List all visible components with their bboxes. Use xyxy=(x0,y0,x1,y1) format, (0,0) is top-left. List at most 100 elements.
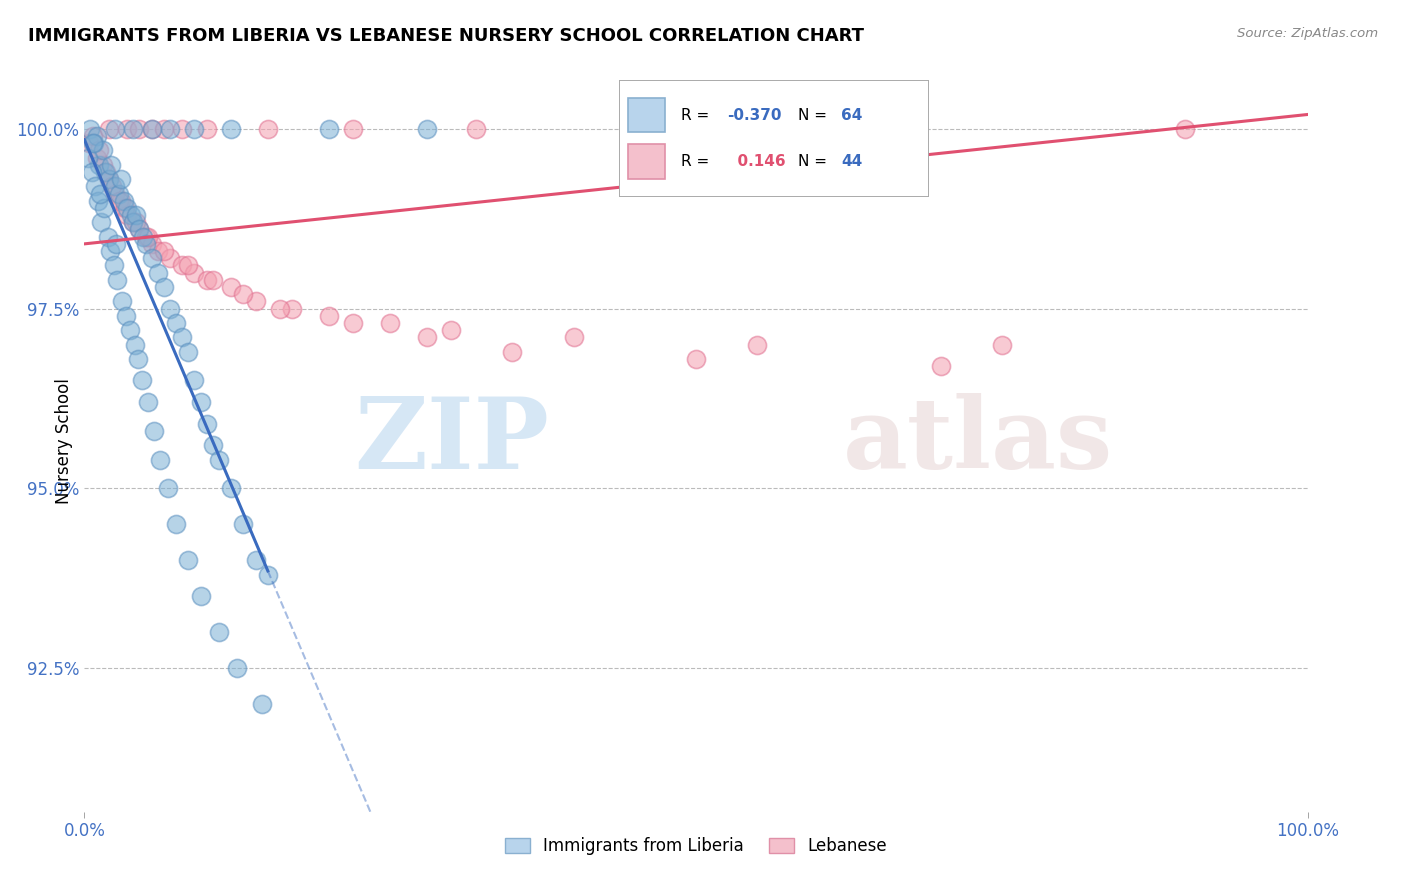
Lebanese xyxy=(342,121,364,136)
Immigrants from Liberia xyxy=(104,179,127,194)
Immigrants from Liberia xyxy=(208,452,231,467)
Lebanese xyxy=(91,158,114,172)
Immigrants from Liberia xyxy=(105,236,128,251)
Immigrants from Liberia xyxy=(172,330,194,344)
Lebanese xyxy=(183,266,205,280)
Immigrants from Liberia xyxy=(128,222,150,236)
Lebanese xyxy=(269,301,291,316)
Lebanese xyxy=(440,323,463,337)
Lebanese xyxy=(177,259,200,273)
Immigrants from Liberia xyxy=(153,280,176,294)
Immigrants from Liberia xyxy=(143,424,166,438)
Lebanese xyxy=(159,252,181,266)
Immigrants from Liberia xyxy=(83,136,105,151)
Lebanese xyxy=(122,215,145,229)
Immigrants from Liberia xyxy=(190,395,212,409)
Lebanese xyxy=(502,344,524,359)
Lebanese xyxy=(195,121,218,136)
Immigrants from Liberia xyxy=(226,661,249,675)
Immigrants from Liberia xyxy=(87,194,110,208)
Lebanese xyxy=(110,194,132,208)
Lebanese xyxy=(135,229,157,244)
Lebanese xyxy=(1174,121,1197,136)
Immigrants from Liberia xyxy=(105,273,128,287)
Lebanese xyxy=(153,244,176,258)
Lebanese xyxy=(172,121,194,136)
Immigrants from Liberia xyxy=(132,229,155,244)
Lebanese xyxy=(141,121,163,136)
Immigrants from Liberia xyxy=(122,215,145,229)
Immigrants from Liberia xyxy=(91,144,114,158)
Immigrants from Liberia xyxy=(107,186,129,201)
Lebanese xyxy=(141,236,163,251)
Immigrants from Liberia xyxy=(257,567,280,582)
Immigrants from Liberia xyxy=(87,158,110,172)
Immigrants from Liberia xyxy=(165,517,187,532)
Lebanese xyxy=(685,351,707,366)
Immigrants from Liberia xyxy=(135,236,157,251)
Immigrants from Liberia xyxy=(219,481,242,495)
Text: -0.370: -0.370 xyxy=(727,108,782,122)
Immigrants from Liberia xyxy=(97,229,120,244)
Immigrants from Liberia xyxy=(82,136,104,151)
Immigrants from Liberia xyxy=(156,481,179,495)
Text: ZIP: ZIP xyxy=(354,393,550,490)
Immigrants from Liberia xyxy=(79,121,101,136)
Text: 0.146: 0.146 xyxy=(727,154,786,169)
Text: 64: 64 xyxy=(841,108,863,122)
Immigrants from Liberia xyxy=(146,266,169,280)
Y-axis label: Nursery School: Nursery School xyxy=(55,378,73,505)
Legend: Immigrants from Liberia, Lebanese: Immigrants from Liberia, Lebanese xyxy=(505,838,887,855)
Lebanese xyxy=(991,337,1014,351)
Immigrants from Liberia xyxy=(77,151,100,165)
Lebanese xyxy=(929,359,952,373)
Lebanese xyxy=(380,316,402,330)
Immigrants from Liberia xyxy=(115,309,138,323)
Lebanese xyxy=(219,280,242,294)
Lebanese xyxy=(114,201,136,215)
Text: Source: ZipAtlas.com: Source: ZipAtlas.com xyxy=(1237,27,1378,40)
Immigrants from Liberia xyxy=(416,121,439,136)
Lebanese xyxy=(97,172,120,186)
Lebanese xyxy=(128,121,150,136)
FancyBboxPatch shape xyxy=(628,98,665,132)
Lebanese xyxy=(562,330,585,344)
Immigrants from Liberia xyxy=(110,172,132,186)
Lebanese xyxy=(257,121,280,136)
Lebanese xyxy=(146,244,169,258)
Text: R =: R = xyxy=(681,108,709,122)
Lebanese xyxy=(107,194,129,208)
Lebanese xyxy=(201,273,224,287)
Immigrants from Liberia xyxy=(159,121,181,136)
Lebanese xyxy=(232,287,254,301)
Lebanese xyxy=(747,337,769,351)
Immigrants from Liberia xyxy=(136,395,159,409)
Immigrants from Liberia xyxy=(183,121,205,136)
Immigrants from Liberia xyxy=(120,208,142,222)
Immigrants from Liberia xyxy=(245,553,267,567)
Immigrants from Liberia xyxy=(177,344,200,359)
Immigrants from Liberia xyxy=(141,252,163,266)
Immigrants from Liberia xyxy=(195,417,218,431)
Text: N =: N = xyxy=(799,108,827,122)
Immigrants from Liberia xyxy=(159,301,181,316)
Immigrants from Liberia xyxy=(90,215,112,229)
Lebanese xyxy=(136,229,159,244)
Lebanese xyxy=(125,215,148,229)
Lebanese xyxy=(82,129,104,144)
Immigrants from Liberia xyxy=(98,244,121,258)
Immigrants from Liberia xyxy=(149,452,172,467)
Lebanese xyxy=(195,273,218,287)
Lebanese xyxy=(128,222,150,236)
Lebanese xyxy=(96,165,118,179)
Immigrants from Liberia xyxy=(318,121,340,136)
Lebanese xyxy=(281,301,304,316)
Immigrants from Liberia xyxy=(118,323,141,337)
Immigrants from Liberia xyxy=(177,553,200,567)
Lebanese xyxy=(115,121,138,136)
Immigrants from Liberia xyxy=(93,201,115,215)
Immigrants from Liberia xyxy=(219,121,242,136)
Text: atlas: atlas xyxy=(842,393,1114,490)
Immigrants from Liberia xyxy=(183,374,205,388)
Immigrants from Liberia xyxy=(208,625,231,640)
